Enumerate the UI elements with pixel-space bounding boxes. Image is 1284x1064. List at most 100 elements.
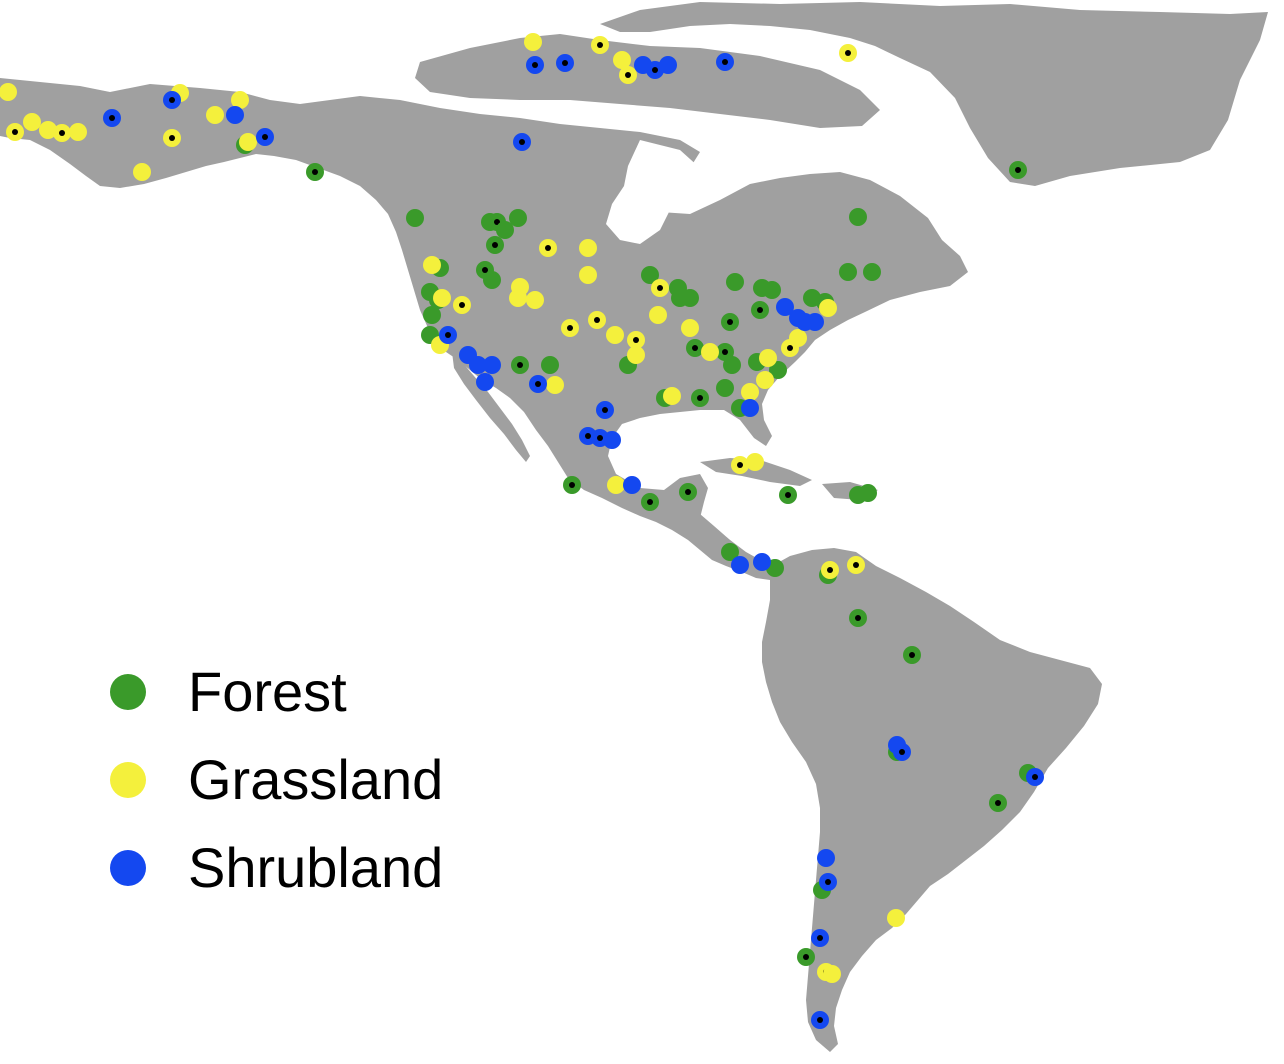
grassland-site-marker (701, 343, 719, 361)
shrubland-site-center-dot (562, 60, 568, 66)
shrubland-site-marker (753, 553, 771, 571)
grassland-site-marker (789, 329, 807, 347)
legend: Forest Grassland Shrubland (110, 648, 443, 912)
shrubland-site-center-dot (535, 381, 541, 387)
forest-site-marker (839, 263, 857, 281)
forest-site-center-dot (995, 800, 1001, 806)
grassland-site-marker (823, 965, 841, 983)
grassland-site-center-dot (594, 317, 600, 323)
legend-item-forest: Forest (110, 648, 443, 736)
hudson-bay (606, 140, 700, 244)
grassland-site-marker (231, 91, 249, 109)
forest-site-center-dot (1015, 167, 1021, 173)
shrubland-site-center-dot (585, 433, 591, 439)
forest-site-center-dot (697, 395, 703, 401)
grassland-site-marker (546, 376, 564, 394)
shrubland-site-center-dot (652, 67, 658, 73)
grassland-site-center-dot (853, 562, 859, 568)
shrubland-site-marker (623, 476, 641, 494)
shrubland-site-marker (483, 356, 501, 374)
forest-site-center-dot (785, 492, 791, 498)
shrubland-site-center-dot (262, 134, 268, 140)
landmass-baja-california (452, 352, 530, 462)
forest-site-center-dot (647, 499, 653, 505)
forest-site-marker (641, 266, 659, 284)
grassland-site-center-dot (827, 567, 833, 573)
forest-site-marker (849, 208, 867, 226)
shrubland-site-marker (806, 313, 824, 331)
shrubland-site-center-dot (825, 879, 831, 885)
grassland-site-marker (433, 289, 451, 307)
forest-site-marker (726, 273, 744, 291)
grassland-site-center-dot (633, 337, 639, 343)
legend-label-shrubland: Shrubland (188, 836, 444, 899)
grassland-site-center-dot (169, 135, 175, 141)
grassland-site-marker (607, 476, 625, 494)
grassland-site-marker (746, 453, 764, 471)
grassland-site-center-dot (787, 345, 793, 351)
forest-site-center-dot (803, 954, 809, 960)
shrubland-site-center-dot (722, 59, 728, 65)
grassland-site-marker (579, 266, 597, 284)
shrubland-site-center-dot (169, 97, 175, 103)
grassland-site-marker (23, 113, 41, 131)
grassland-site-center-dot (545, 245, 551, 251)
grassland-site-marker (819, 299, 837, 317)
grassland-site-center-dot (459, 302, 465, 308)
shrubland-site-center-dot (109, 115, 115, 121)
shrubland-site-marker (603, 431, 621, 449)
grassland-site-center-dot (567, 325, 573, 331)
grassland-site-center-dot (657, 285, 663, 291)
shrubland-site-center-dot (817, 1017, 823, 1023)
legend-swatch-shrubland (110, 850, 146, 886)
forest-site-marker (671, 289, 689, 307)
grassland-site-marker (69, 123, 87, 141)
legend-item-grassland: Grassland (110, 736, 443, 824)
grassland-site-center-dot (12, 129, 18, 135)
shrubland-site-center-dot (817, 935, 823, 941)
forest-site-center-dot (492, 242, 498, 248)
grassland-site-marker (526, 291, 544, 309)
grassland-site-marker (579, 239, 597, 257)
forest-site-center-dot (727, 319, 733, 325)
forest-site-center-dot (569, 482, 575, 488)
grassland-site-center-dot (845, 50, 851, 56)
forest-site-marker (483, 271, 501, 289)
grassland-site-marker (887, 909, 905, 927)
grassland-site-marker (663, 387, 681, 405)
forest-site-center-dot (482, 267, 488, 273)
grassland-site-marker (649, 306, 667, 324)
forest-site-marker (723, 356, 741, 374)
forest-site-center-dot (517, 362, 523, 368)
grassland-site-marker (681, 319, 699, 337)
forest-site-marker (406, 209, 424, 227)
shrubland-site-center-dot (602, 407, 608, 413)
forest-site-marker (721, 543, 739, 561)
forest-site-marker (769, 361, 787, 379)
forest-site-center-dot (722, 349, 728, 355)
legend-item-shrubland: Shrubland (110, 824, 443, 912)
grassland-site-marker (0, 83, 17, 101)
forest-site-marker (423, 306, 441, 324)
shrubland-site-marker (226, 106, 244, 124)
forest-site-center-dot (494, 219, 500, 225)
shrubland-site-marker (731, 556, 749, 574)
grassland-site-center-dot (737, 462, 743, 468)
grassland-site-marker (509, 289, 527, 307)
forest-site-marker (716, 379, 734, 397)
grassland-site-marker (524, 33, 542, 51)
forest-site-marker (863, 263, 881, 281)
forest-site-marker (763, 281, 781, 299)
landmass-cuba (700, 458, 812, 486)
shrubland-site-marker (476, 373, 494, 391)
grassland-site-center-dot (59, 130, 65, 136)
shrubland-site-marker (469, 356, 487, 374)
grassland-site-marker (613, 51, 631, 69)
legend-label-forest: Forest (188, 660, 347, 723)
forest-site-marker (496, 221, 514, 239)
shrubland-site-center-dot (1032, 774, 1038, 780)
forest-site-marker (541, 356, 559, 374)
forest-site-center-dot (757, 307, 763, 313)
forest-site-center-dot (909, 652, 915, 658)
